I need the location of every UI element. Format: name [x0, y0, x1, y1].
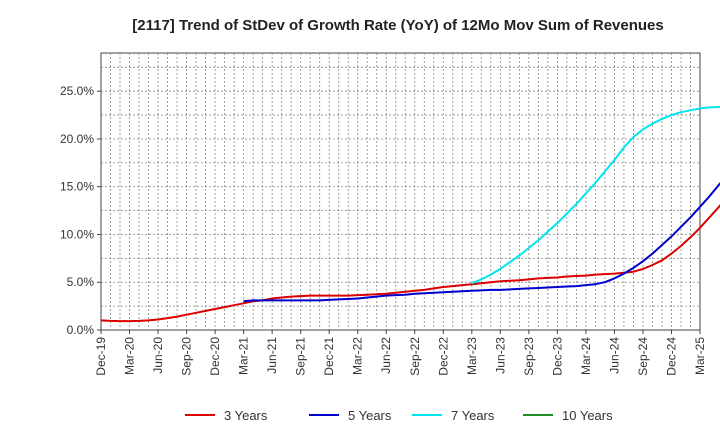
x-tick-label: Dec-24	[664, 337, 678, 376]
y-tick-label: 10.0%	[60, 227, 94, 241]
y-axis: 0.0% 5.0% 10.0% 15.0% 20.0% 25.0%	[60, 84, 101, 337]
chart-title: [2117] Trend of StDev of Growth Rate (Yo…	[132, 17, 663, 34]
x-tick-label: Sep-22	[408, 337, 422, 376]
series-line-3-years	[100, 204, 720, 323]
x-tick-label: Sep-21	[294, 337, 308, 376]
legend-label: 5 Years	[348, 408, 392, 423]
y-tick-label: 20.0%	[60, 132, 94, 146]
x-tick-label: Mar-22	[351, 337, 365, 375]
y-tick-label: 15.0%	[60, 180, 94, 194]
x-tick-label: Mar-23	[465, 337, 479, 375]
plot-area	[100, 52, 701, 331]
x-tick-label: Dec-21	[322, 337, 336, 376]
x-axis: Dec-19 Mar-20 Jun-20 Sep-20 Dec-20 Mar-21 Jun-…	[94, 330, 707, 376]
legend-label: 10 Years	[562, 408, 613, 423]
legend-label: 7 Years	[451, 408, 495, 423]
x-tick-label: Jun-20	[151, 337, 165, 374]
x-tick-label: Mar-21	[237, 337, 251, 375]
legend: 3 Years 5 Years 7 Years 10 Years	[185, 408, 613, 423]
x-tick-label: Jun-24	[607, 337, 621, 374]
series-lines	[100, 105, 720, 323]
y-tick-label: 5.0%	[67, 275, 95, 289]
x-tick-label: Sep-23	[522, 337, 536, 376]
series-line-7-years	[471, 105, 720, 285]
y-tick-label: 0.0%	[67, 323, 95, 337]
x-tick-label: Jun-23	[493, 337, 507, 374]
y-tick-label: 25.0%	[60, 84, 94, 98]
x-tick-label: Sep-20	[180, 337, 194, 376]
x-tick-label: Dec-22	[436, 337, 450, 376]
x-tick-label: Jun-21	[265, 337, 279, 374]
x-tick-label: Dec-19	[94, 337, 108, 376]
series-line-5-years	[243, 182, 720, 303]
x-tick-label: Mar-24	[579, 337, 593, 375]
x-tick-label: Mar-25	[693, 337, 707, 375]
x-tick-label: Jun-22	[379, 337, 393, 374]
x-tick-label: Dec-20	[208, 337, 222, 376]
x-tick-label: Dec-23	[550, 337, 564, 376]
legend-label: 3 Years	[224, 408, 268, 423]
x-tick-label: Sep-24	[636, 337, 650, 376]
x-tick-label: Mar-20	[123, 337, 137, 375]
